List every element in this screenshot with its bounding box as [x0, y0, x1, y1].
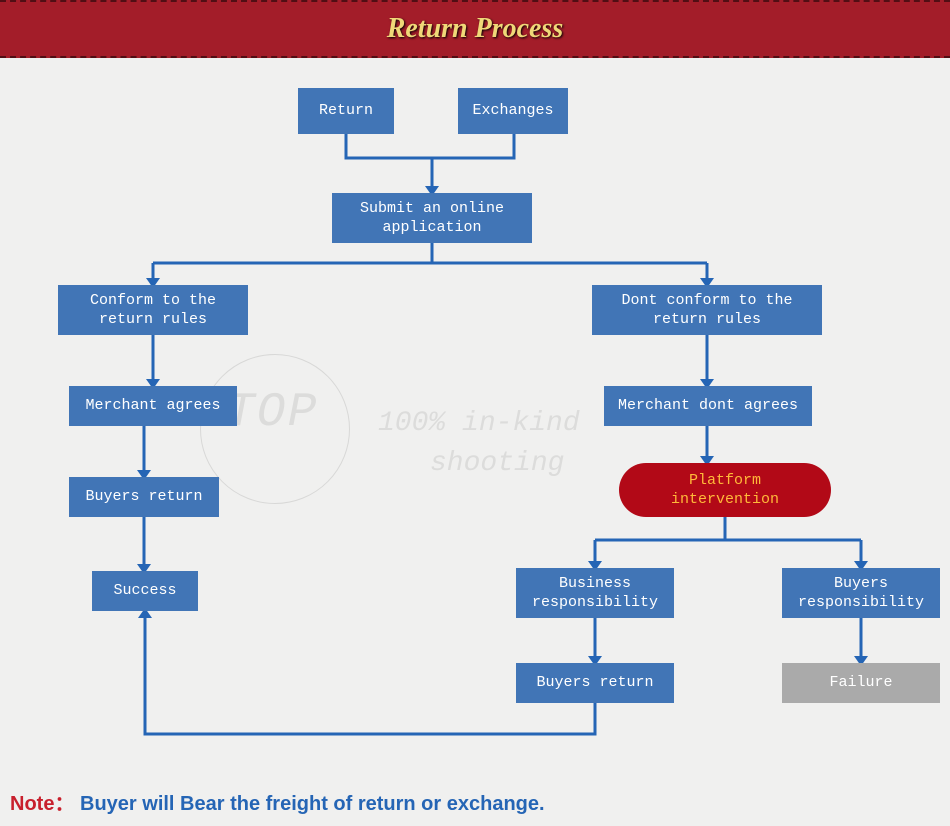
- node-m_dont: Merchant dont agrees: [604, 386, 812, 426]
- note-label: Note：: [10, 793, 74, 815]
- node-exchanges: Exchanges: [458, 88, 568, 134]
- node-m_agree: Merchant agrees: [69, 386, 237, 426]
- node-bus_resp: Businessresponsibility: [516, 568, 674, 618]
- node-failure: Failure: [782, 663, 940, 703]
- node-return: Return: [298, 88, 394, 134]
- node-submit: Submit an onlineapplication: [332, 193, 532, 243]
- header-band: Return Process: [0, 0, 950, 58]
- page-title: Return Process: [387, 13, 564, 45]
- node-buy_ret1: Buyers return: [69, 477, 219, 517]
- node-platform: Platformintervention: [619, 463, 831, 517]
- edges-layer: [0, 58, 950, 826]
- footer-note: Note： Buyer will Bear the freight of ret…: [10, 787, 545, 816]
- node-conform: Conform to thereturn rules: [58, 285, 248, 335]
- node-buy_ret2: Buyers return: [516, 663, 674, 703]
- note-text: Buyer will Bear the freight of return or…: [80, 793, 545, 815]
- node-success: Success: [92, 571, 198, 611]
- node-dontconform: Dont conform to thereturn rules: [592, 285, 822, 335]
- flowchart-canvas: TOP 100% in-kind shooting ReturnExchange…: [0, 58, 950, 826]
- node-buy_resp: Buyersresponsibility: [782, 568, 940, 618]
